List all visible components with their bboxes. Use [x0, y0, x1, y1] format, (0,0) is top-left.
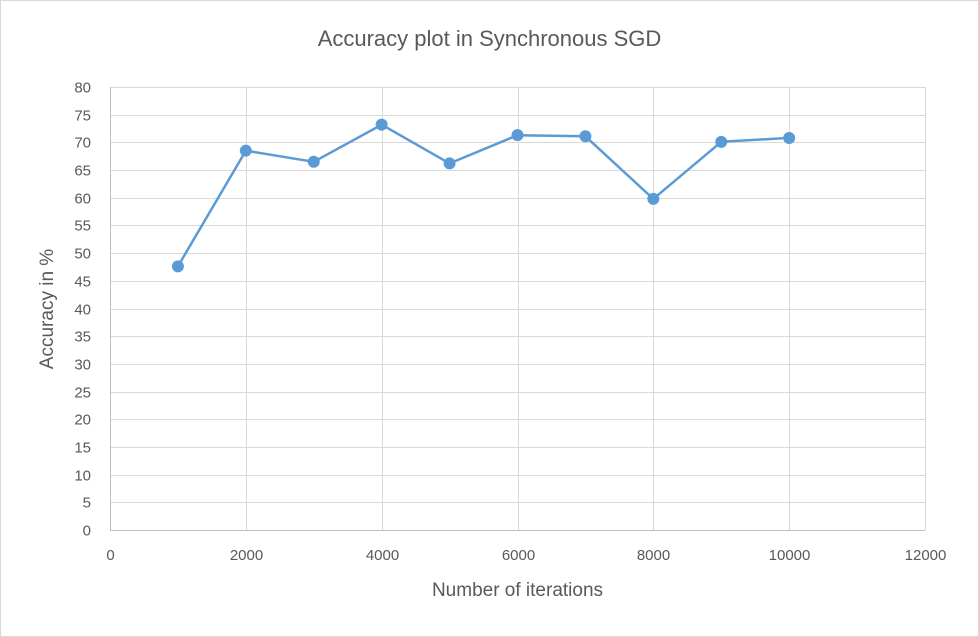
x-tick-label: 0: [106, 547, 114, 564]
x-tick-label: 4000: [366, 547, 399, 564]
data-point: [783, 131, 796, 144]
y-tick-label: 40: [74, 302, 91, 319]
x-tick-label: 12000: [905, 547, 947, 564]
x-tick-label: 2000: [230, 547, 263, 564]
data-point: [375, 118, 388, 131]
y-tick-label: 35: [74, 329, 91, 346]
data-point: [307, 155, 320, 168]
y-tick-label: 80: [74, 80, 91, 97]
y-tick-label: 75: [74, 108, 91, 125]
y-tick-label: 60: [74, 191, 91, 208]
data-point: [511, 129, 524, 142]
y-tick-label: 15: [74, 440, 91, 457]
y-tick-label: 70: [74, 135, 91, 152]
y-tick-label: 5: [83, 495, 91, 512]
data-point: [443, 157, 456, 170]
y-tick-label: 45: [74, 274, 91, 291]
data-point: [715, 135, 728, 148]
x-tick-label: 8000: [637, 547, 670, 564]
y-axis-title: Accuracy in %: [37, 248, 58, 370]
y-tick-label: 65: [74, 163, 91, 180]
y-tick-label: 30: [74, 357, 91, 374]
y-tick-label: 10: [74, 468, 91, 485]
x-tick-label: 10000: [769, 547, 811, 564]
data-point: [171, 260, 184, 273]
y-tick-label: 55: [74, 218, 91, 235]
chart-title: Accuracy plot in Synchronous SGD: [317, 26, 662, 51]
data-point: [239, 144, 252, 157]
series-line: [176, 123, 791, 268]
y-tick-label: 0: [83, 523, 91, 540]
x-tick-label: 6000: [502, 547, 535, 564]
x-axis-title: Number of iterations: [431, 580, 604, 601]
data-point: [647, 192, 660, 205]
y-tick-label: 25: [74, 385, 91, 402]
y-tick-label: 50: [74, 246, 91, 263]
data-point: [579, 130, 592, 143]
y-tick-label: 20: [74, 412, 91, 429]
